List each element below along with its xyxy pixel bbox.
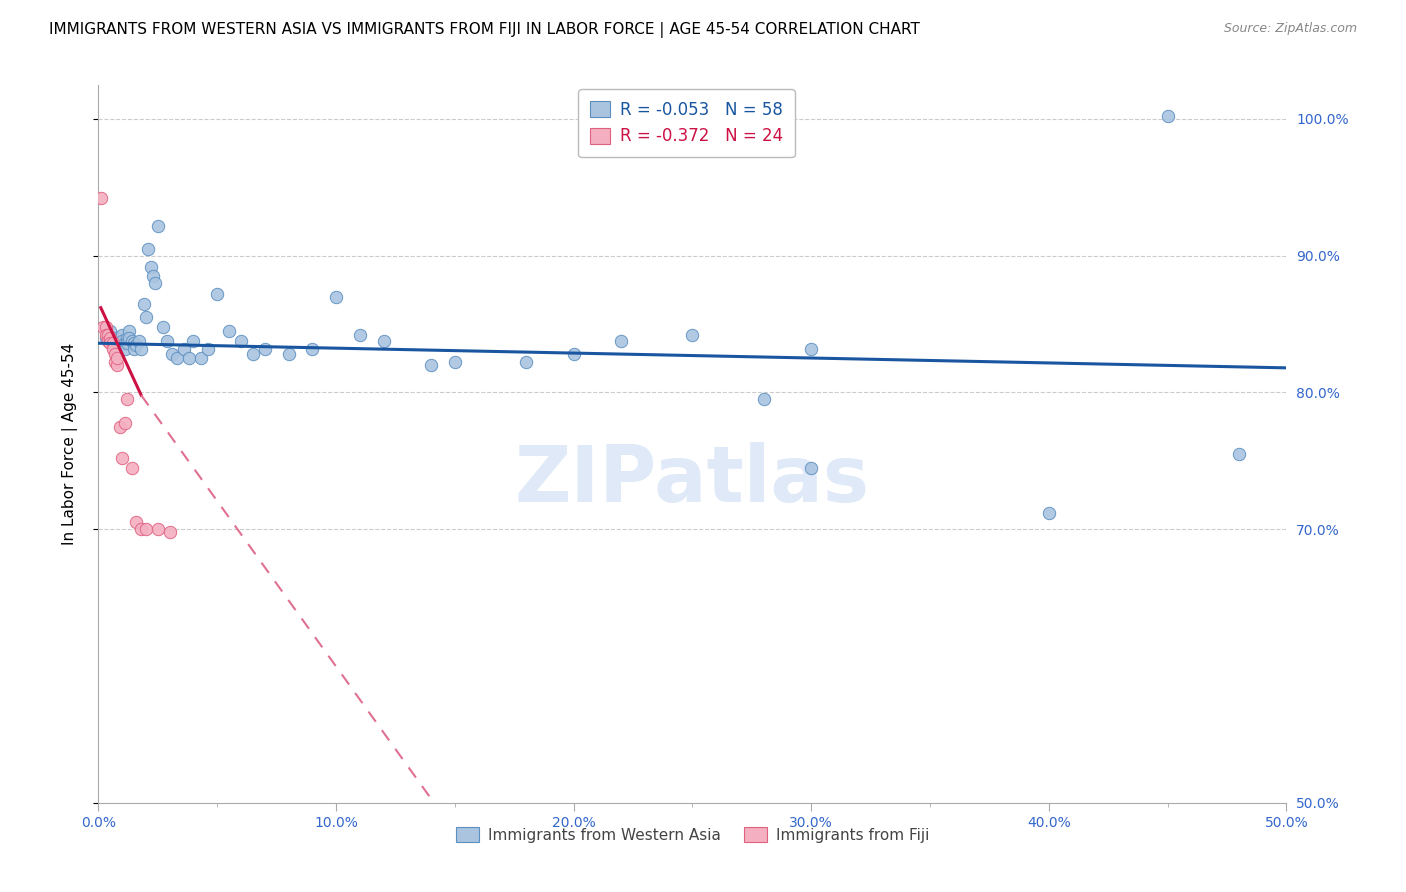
Point: [177, 351, 200, 366]
Point: [146, 219, 169, 233]
Point: [114, 342, 136, 356]
Point: [173, 342, 195, 356]
Point: [277, 347, 299, 361]
Point: [253, 342, 276, 356]
Point: [114, 336, 136, 351]
Point: [118, 324, 141, 338]
Point: [121, 460, 143, 475]
Point: [115, 331, 138, 345]
Point: [229, 334, 252, 348]
Point: [681, 328, 703, 343]
Point: [104, 337, 127, 351]
Point: [101, 334, 124, 348]
Point: [183, 334, 205, 348]
Point: [145, 276, 167, 290]
Point: [800, 342, 823, 356]
Point: [242, 347, 264, 361]
Point: [94, 328, 117, 343]
Point: [207, 287, 229, 301]
Point: [98, 336, 121, 351]
Point: [752, 392, 775, 407]
Point: [129, 342, 152, 356]
Point: [90, 191, 112, 205]
Point: [166, 351, 188, 366]
Point: [118, 331, 141, 345]
Point: [301, 342, 323, 356]
Point: [325, 290, 347, 304]
Point: [160, 347, 183, 361]
Point: [111, 334, 134, 348]
Point: [115, 336, 138, 351]
Point: [97, 334, 120, 348]
Text: ZIPatlas: ZIPatlas: [515, 442, 870, 517]
Point: [1038, 506, 1060, 520]
Point: [129, 522, 152, 536]
Point: [94, 319, 117, 334]
Point: [97, 328, 120, 343]
Point: [107, 351, 129, 366]
Y-axis label: In Labor Force | Age 45-54: In Labor Force | Age 45-54: [62, 343, 77, 545]
Point: [104, 355, 127, 369]
Point: [98, 331, 121, 345]
Point: [122, 336, 145, 351]
Point: [108, 337, 131, 351]
Point: [101, 336, 124, 351]
Point: [373, 334, 395, 348]
Point: [135, 310, 157, 325]
Point: [159, 524, 181, 539]
Point: [125, 516, 148, 530]
Point: [114, 416, 136, 430]
Point: [98, 324, 121, 338]
Point: [139, 260, 162, 274]
Point: [104, 347, 127, 361]
Point: [135, 522, 157, 536]
Point: [101, 342, 124, 356]
Point: [197, 342, 219, 356]
Point: [1227, 447, 1250, 461]
Point: [107, 331, 129, 345]
Point: [136, 242, 159, 256]
Point: [111, 451, 134, 466]
Point: [190, 351, 212, 366]
Point: [94, 331, 117, 345]
Point: [91, 319, 114, 334]
Point: [107, 358, 129, 372]
Point: [800, 460, 823, 475]
Point: [122, 342, 145, 356]
Point: [108, 419, 131, 434]
Point: [132, 296, 155, 310]
Point: [420, 358, 443, 372]
Point: [349, 328, 371, 343]
Text: IMMIGRANTS FROM WESTERN ASIA VS IMMIGRANTS FROM FIJI IN LABOR FORCE | AGE 45-54 : IMMIGRANTS FROM WESTERN ASIA VS IMMIGRAN…: [49, 22, 920, 38]
Point: [610, 334, 633, 348]
Point: [444, 355, 467, 369]
Text: Source: ZipAtlas.com: Source: ZipAtlas.com: [1223, 22, 1357, 36]
Point: [111, 328, 134, 343]
Point: [562, 347, 585, 361]
Legend: Immigrants from Western Asia, Immigrants from Fiji: Immigrants from Western Asia, Immigrants…: [450, 822, 935, 849]
Point: [515, 355, 537, 369]
Point: [1156, 109, 1178, 123]
Point: [128, 334, 150, 348]
Point: [218, 324, 240, 338]
Point: [146, 522, 169, 536]
Point: [125, 337, 148, 351]
Point: [121, 334, 143, 348]
Point: [156, 334, 179, 348]
Point: [115, 392, 138, 407]
Point: [142, 269, 165, 284]
Point: [152, 319, 174, 334]
